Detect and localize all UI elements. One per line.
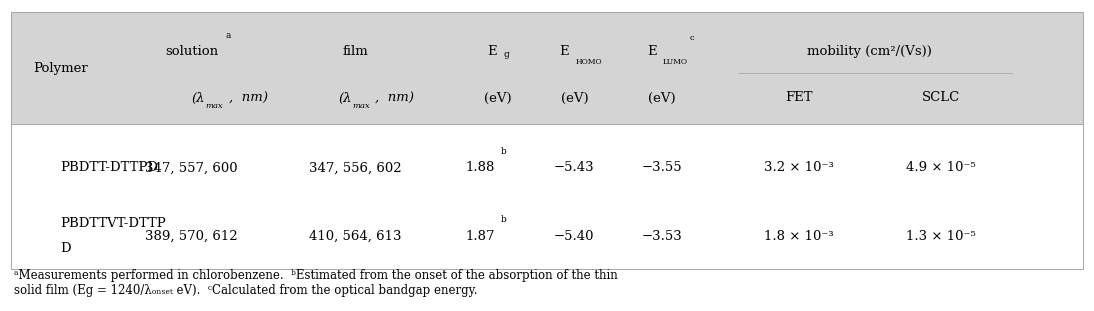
Text: PBDTT-DTTPD: PBDTT-DTTPD [60,161,159,174]
Text: 4.9 × 10⁻⁵: 4.9 × 10⁻⁵ [906,161,976,174]
Text: 389, 570, 612: 389, 570, 612 [146,230,237,243]
Text: −3.53: −3.53 [641,230,683,243]
Text: 347, 556, 602: 347, 556, 602 [310,161,401,174]
Bar [11,12,1083,269]
Text: −5.40: −5.40 [554,230,595,243]
Text: solid film (Eg = 1240/λₒₙₛₑₜ eV).  ᶜCalculated from the optical bandgap energy.: solid film (Eg = 1240/λₒₙₛₑₜ eV). ᶜCalcu… [14,284,478,297]
Text: 1.3 × 10⁻⁵: 1.3 × 10⁻⁵ [906,230,976,243]
Text: E: E [560,45,569,58]
Text: E: E [488,45,497,58]
Text: max: max [206,102,223,110]
Text: −5.43: −5.43 [554,161,595,174]
Text: ,  nm): , nm) [375,91,415,104]
Text: (λ: (λ [191,91,205,104]
Text: ,  nm): , nm) [229,91,268,104]
Text: 1.8 × 10⁻³: 1.8 × 10⁻³ [764,230,834,243]
Text: LUMO: LUMO [663,58,688,66]
Text: b: b [501,146,507,156]
Text: ᵃMeasurements performed in chlorobenzene.  ᵇEstimated from the onset of the abso: ᵃMeasurements performed in chlorobenzene… [14,269,618,282]
Text: g: g [503,50,509,59]
Text: max: max [352,102,370,110]
Text: film: film [342,45,369,58]
Text: mobility (cm²/(Vs)): mobility (cm²/(Vs)) [807,45,932,58]
Text: HOMO: HOMO [575,58,602,66]
Text: 1.87: 1.87 [465,230,494,243]
Text: E: E [648,45,656,58]
Text: SCLC: SCLC [922,91,959,104]
Text: solution: solution [165,45,218,58]
Text: 1.88: 1.88 [465,161,494,174]
Text: (eV): (eV) [648,91,676,104]
Text: FET: FET [784,91,813,104]
Text: a: a [225,31,231,40]
Text: Polymer: Polymer [33,62,88,75]
Bar [11,12,1083,124]
Text: (λ: (λ [338,91,351,104]
Text: 3.2 × 10⁻³: 3.2 × 10⁻³ [764,161,834,174]
Text: (eV): (eV) [560,91,589,104]
Text: 410, 564, 613: 410, 564, 613 [310,230,401,243]
Text: −3.55: −3.55 [641,161,683,174]
Text: D: D [60,242,71,255]
Text: 347, 557, 600: 347, 557, 600 [146,161,237,174]
Text: c: c [689,34,694,42]
Text: b: b [501,215,507,224]
Text: PBDTTVT-DTTP: PBDTTVT-DTTP [60,217,166,230]
Text: (eV): (eV) [484,91,512,104]
